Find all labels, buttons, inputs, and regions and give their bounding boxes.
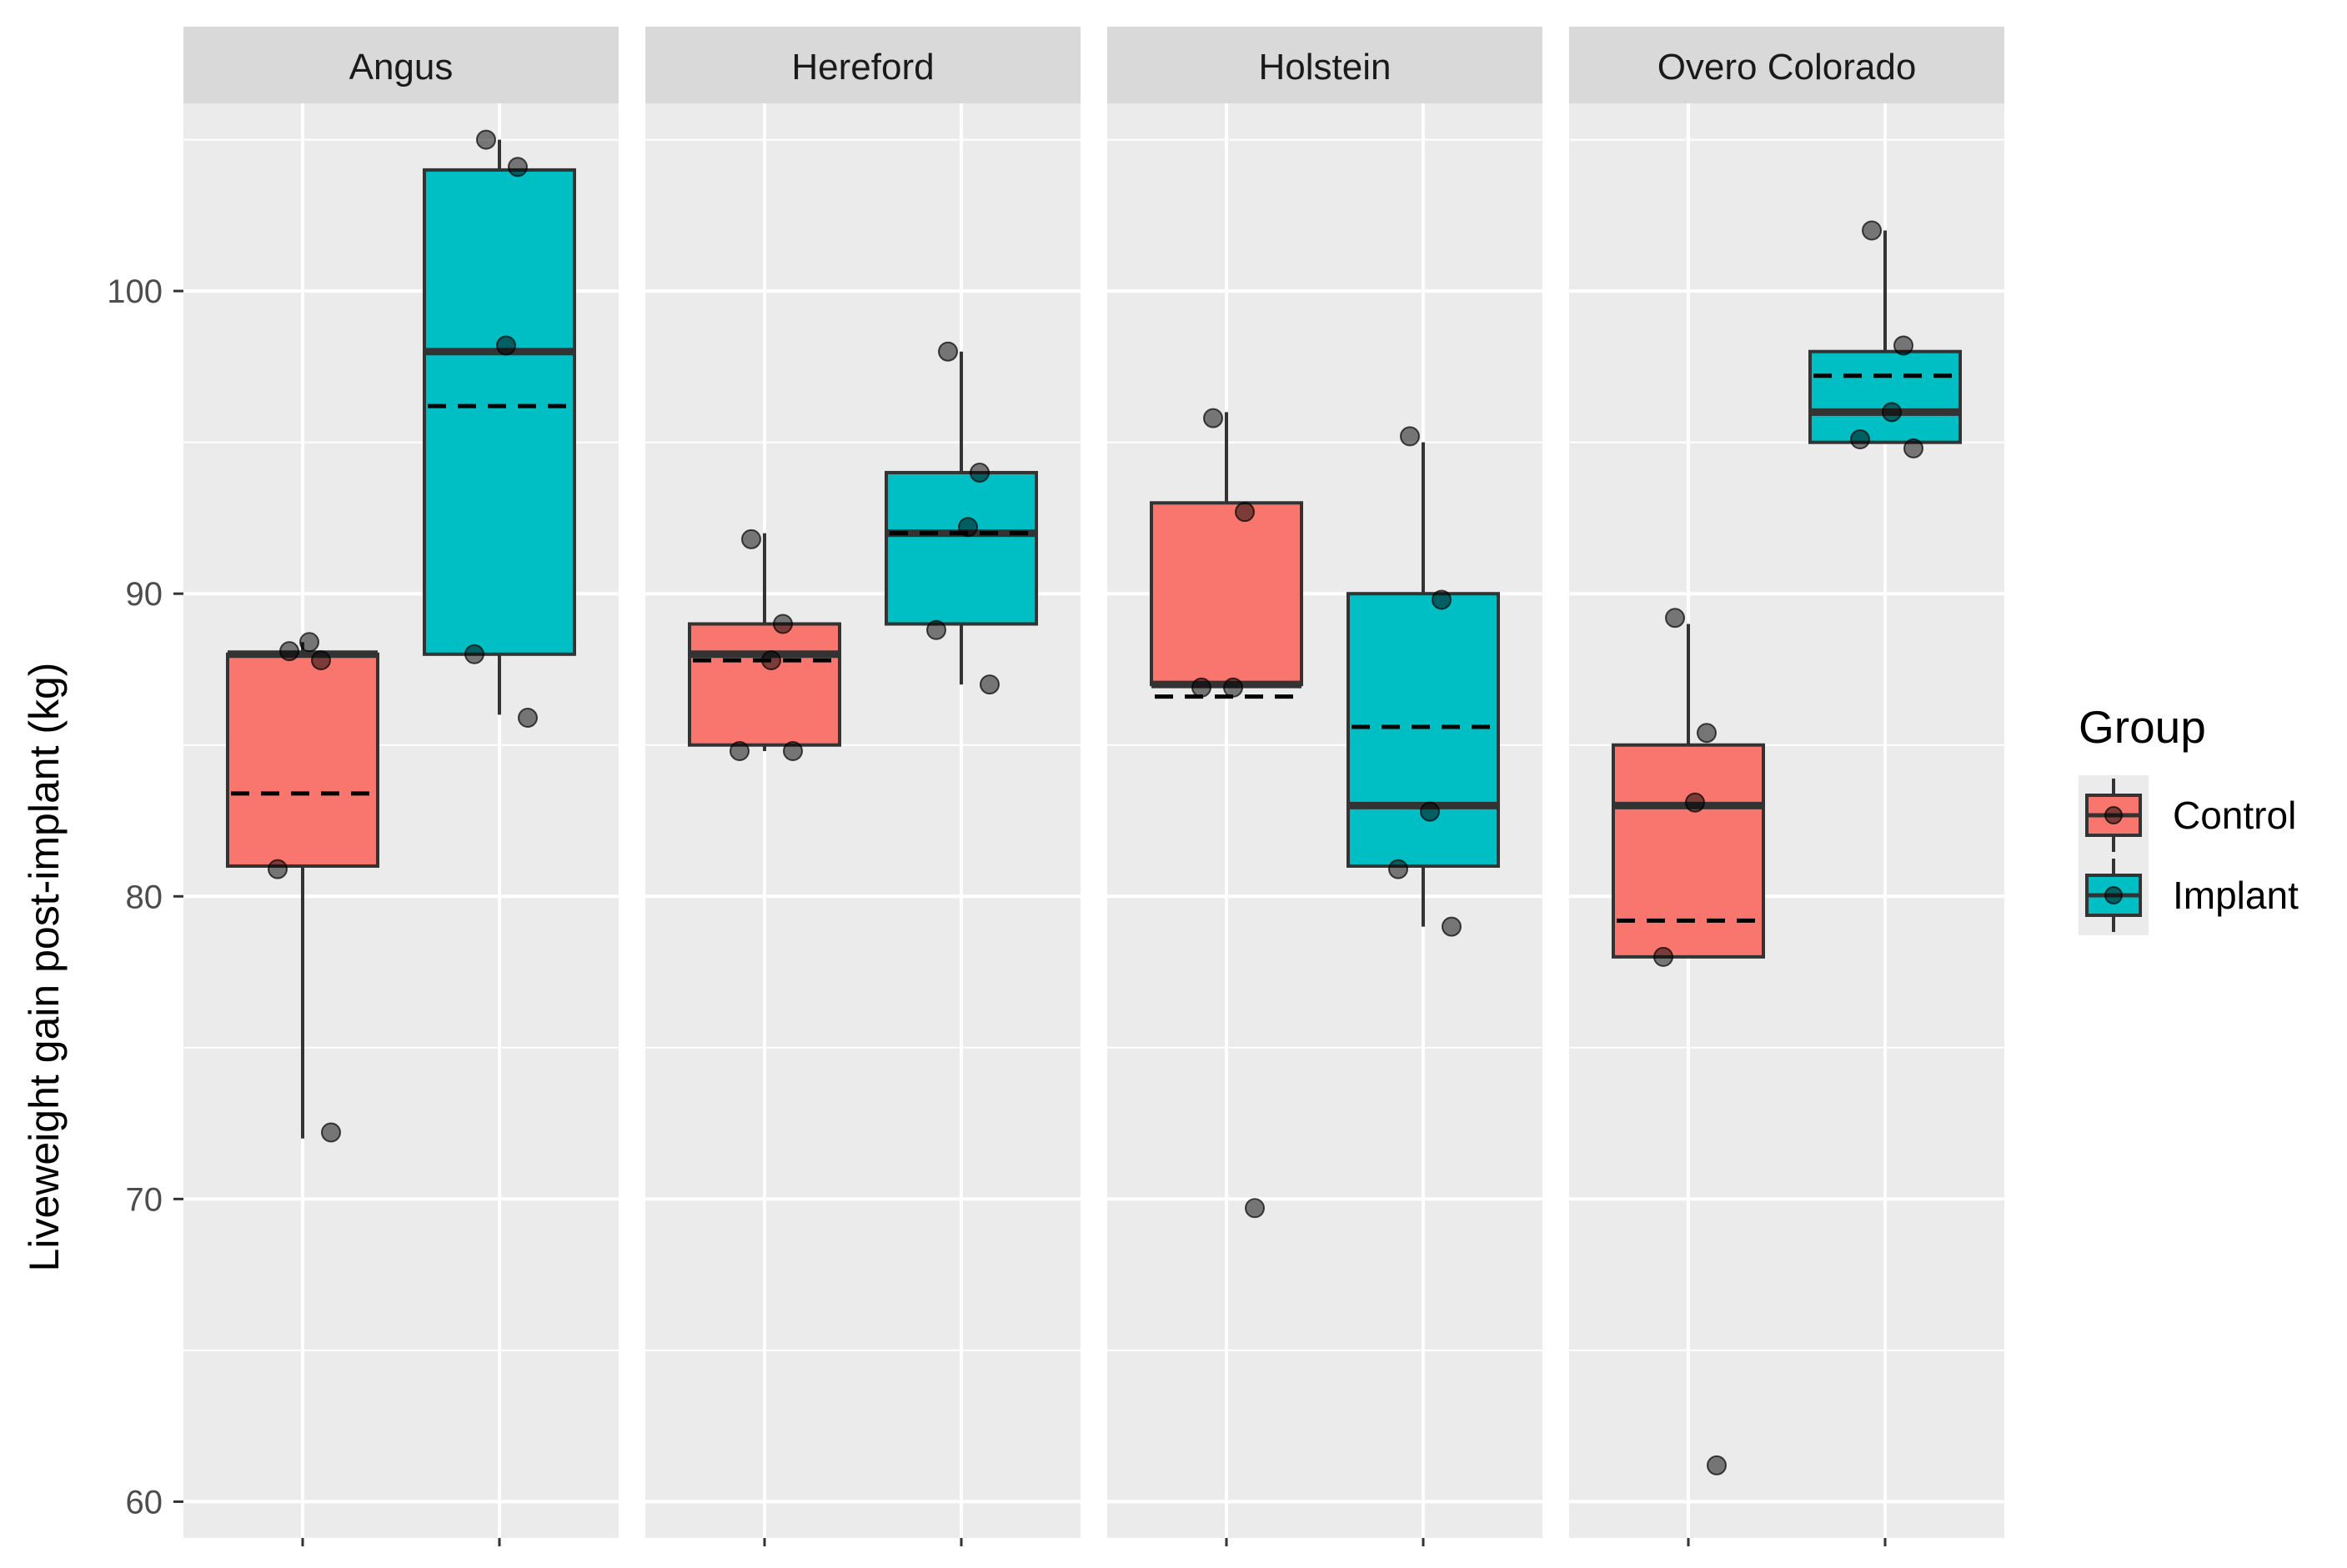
box-angus-control (226, 642, 379, 1139)
box-body (1347, 592, 1500, 868)
box-body (1808, 349, 1962, 444)
panel-background-hereford (645, 103, 1081, 1538)
data-point (1442, 916, 1462, 937)
box-holstein-control (1150, 412, 1303, 699)
data-point (508, 157, 528, 178)
box-body (688, 622, 841, 747)
data-point (730, 740, 750, 761)
facet-label-hereford: Hereford (791, 47, 934, 88)
box-body (885, 470, 1038, 626)
facet-panels: Angus Hereford Holstein Overo Colorado (183, 27, 2004, 1546)
facet-strip-angus (183, 27, 619, 103)
facet-hereford: Hereford (645, 27, 1081, 1546)
facet-label-holstein: Holstein (1259, 47, 1392, 88)
data-point (518, 708, 538, 729)
data-point (1850, 429, 1870, 450)
data-point (279, 641, 299, 662)
facet-label-angus: Angus (349, 47, 454, 88)
facet-label-overo-colorado: Overo Colorado (1657, 47, 1917, 88)
legend-label-control: Control (2173, 794, 2296, 837)
data-point (268, 859, 288, 879)
data-point (926, 619, 946, 640)
data-point (1191, 677, 1211, 698)
data-point (1893, 335, 1913, 356)
data-point (1388, 859, 1408, 879)
facet-strip-holstein (1107, 27, 1542, 103)
data-point (1882, 402, 1902, 423)
facet-angus: Angus (183, 27, 619, 1546)
data-point (980, 674, 1000, 695)
data-point (761, 650, 781, 671)
data-point (311, 650, 331, 671)
data-point (1432, 589, 1452, 610)
legend-item-implant: Implant (2079, 855, 2299, 935)
data-point (464, 644, 484, 664)
box-overo-colorado-implant (1808, 230, 1962, 444)
data-point (773, 614, 793, 634)
data-point (1203, 408, 1223, 428)
facet-holstein: Holstein (1107, 27, 1542, 1546)
y-tick-label: 100 (107, 273, 163, 310)
legend-label-implant: Implant (2173, 874, 2299, 917)
box-body (226, 652, 379, 868)
data-point (1400, 426, 1420, 447)
data-point (1685, 792, 1705, 813)
facet-strip-overo-colorado (1569, 27, 2004, 103)
facet-strip-hereford (645, 27, 1081, 103)
box-body (423, 168, 576, 656)
y-tick-label: 80 (126, 879, 163, 915)
data-point (783, 740, 803, 761)
y-axis: 60 70 80 90 100 (107, 273, 183, 1520)
data-point (1223, 677, 1243, 698)
box-body (1150, 501, 1303, 687)
legend-title: Group (2079, 701, 2206, 753)
facet-overo-colorado: Overo Colorado (1569, 27, 2004, 1546)
box-overo-colorado-control (1612, 624, 1765, 959)
data-point (958, 517, 978, 538)
legend-item-control: Control (2079, 775, 2296, 855)
y-tick-label: 90 (126, 576, 163, 613)
legend-key-point (2104, 886, 2123, 904)
data-point (938, 341, 958, 362)
data-point (1665, 608, 1685, 629)
data-point (1245, 1198, 1265, 1219)
y-tick-label: 70 (126, 1181, 163, 1218)
y-tick-label: 60 (126, 1484, 163, 1520)
data-point (1420, 801, 1440, 822)
data-point (1697, 723, 1717, 744)
box-body (1612, 743, 1765, 959)
data-point (1235, 502, 1255, 523)
legend-key-point (2104, 806, 2123, 824)
y-axis-label: Liveweight gain post-implant (kg) (21, 663, 68, 1272)
data-point (321, 1122, 341, 1143)
data-point (970, 462, 990, 483)
data-point (299, 632, 319, 653)
data-point (1903, 438, 1923, 458)
data-point (476, 129, 496, 150)
data-point (741, 529, 761, 549)
data-point (1707, 1455, 1727, 1475)
data-point (496, 335, 516, 356)
data-point (1653, 946, 1673, 967)
box-angus-implant (423, 139, 576, 715)
legend: Group Control Implant (2079, 701, 2299, 935)
data-point (1862, 220, 1882, 241)
